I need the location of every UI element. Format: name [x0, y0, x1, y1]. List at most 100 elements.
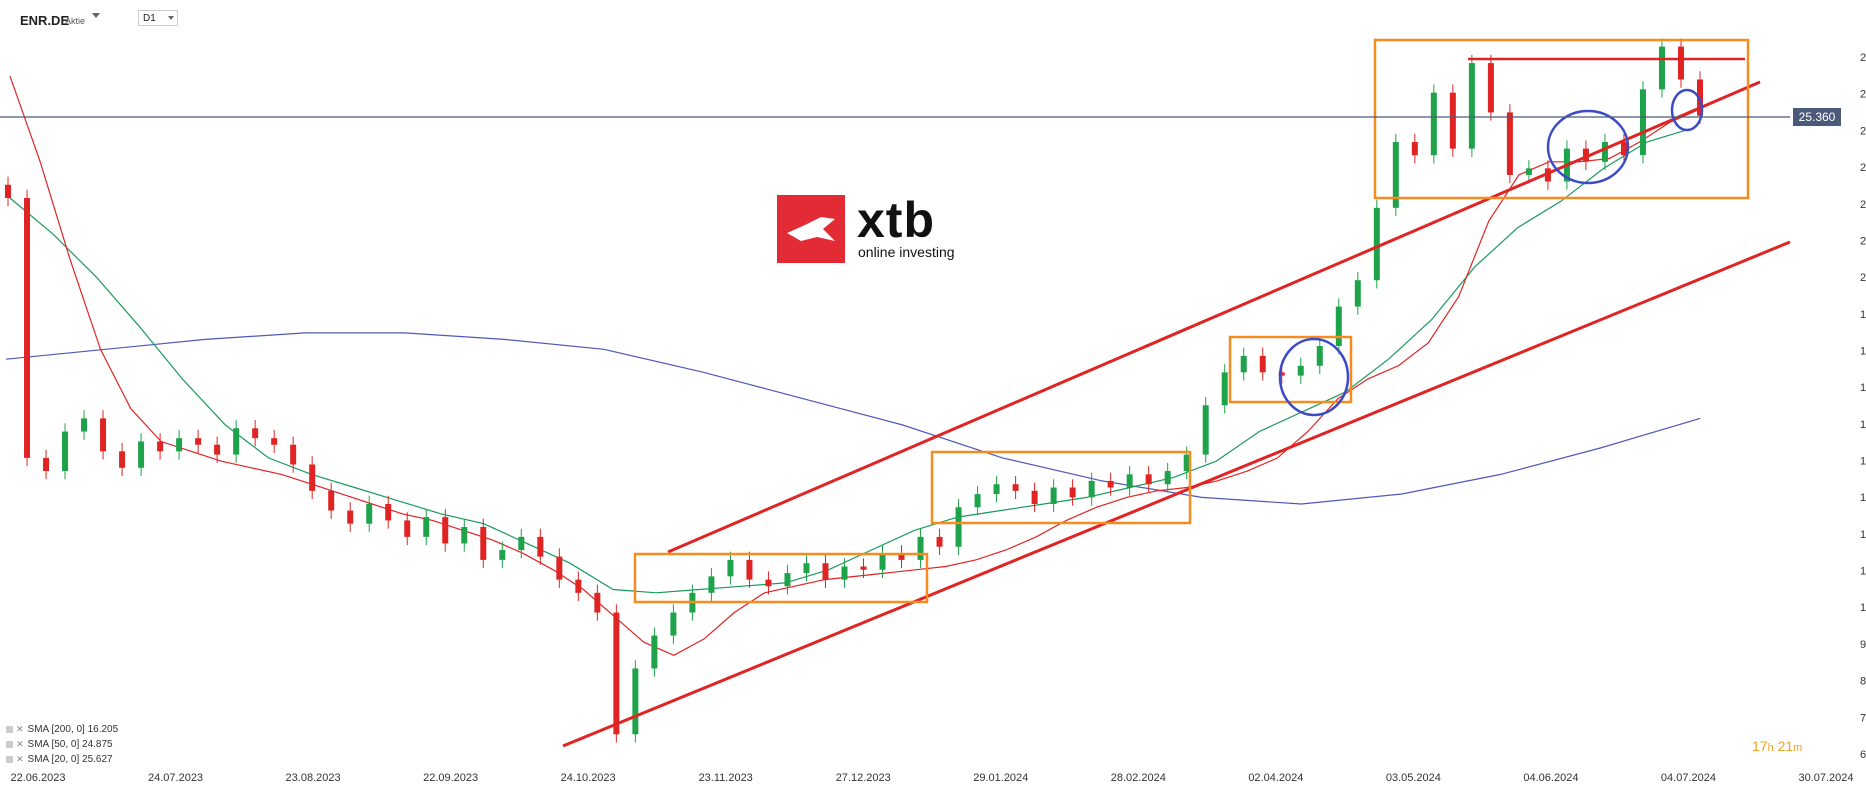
candle-body	[347, 510, 354, 524]
candle	[1069, 479, 1076, 506]
candle	[1316, 337, 1323, 374]
timeframe-select[interactable]: D1	[138, 10, 178, 26]
candle	[1107, 472, 1114, 496]
candle	[138, 433, 145, 476]
candle-body	[1012, 484, 1019, 491]
sma20-line	[9, 76, 1701, 656]
candle	[1639, 81, 1646, 164]
logo-subtitle: online investing	[858, 244, 955, 260]
candle	[309, 456, 316, 500]
candle-body	[1145, 474, 1152, 485]
candle	[1677, 38, 1684, 88]
y-tick-label: 10.461	[1860, 602, 1866, 614]
candle-body	[1354, 280, 1361, 307]
price-tag-label: 25.360	[1799, 110, 1836, 124]
candle-body	[632, 668, 639, 735]
candle	[233, 420, 240, 463]
candle	[1202, 397, 1209, 463]
candle-body	[252, 428, 259, 439]
candle	[1525, 160, 1532, 184]
x-tick-label: 24.07.2023	[148, 772, 203, 784]
candle	[1297, 357, 1304, 384]
legend-item[interactable]: ✕ SMA [20, 0] 25.627	[6, 752, 118, 767]
candle	[1088, 472, 1095, 506]
legend-item[interactable]: ✕ SMA [50, 0] 24.875	[6, 737, 118, 752]
close-icon[interactable]: ✕	[16, 724, 24, 734]
legend-label: SMA [20, 0]	[27, 754, 80, 765]
candle	[727, 551, 734, 585]
close-icon[interactable]: ✕	[16, 754, 24, 764]
candle	[556, 548, 563, 588]
candle	[841, 558, 848, 588]
candle-body	[62, 431, 69, 472]
x-tick-label: 03.05.2024	[1386, 772, 1441, 784]
candle-body	[1050, 487, 1057, 504]
chevron-down-icon	[168, 16, 174, 20]
candle	[1354, 271, 1361, 315]
candle-body	[1373, 207, 1380, 281]
countdown-minutes: 21	[1777, 738, 1794, 754]
candle-body	[1430, 92, 1437, 156]
candle	[1506, 104, 1513, 184]
candle	[176, 429, 183, 460]
candle-body	[1183, 454, 1190, 472]
candle	[1031, 482, 1038, 513]
x-tick-label: 28.02.2024	[1111, 772, 1166, 784]
y-tick-label: 20.495	[1860, 272, 1866, 284]
candle-body	[1601, 142, 1608, 162]
candle	[1430, 84, 1437, 164]
candle-body	[43, 457, 50, 472]
candle	[518, 528, 525, 559]
close-icon[interactable]: ✕	[16, 739, 24, 749]
candle-body	[176, 438, 183, 452]
candle	[157, 433, 164, 460]
legend-color-box	[6, 726, 13, 733]
candle-body	[1107, 480, 1114, 488]
xtb-logo: xtb online investing	[777, 192, 962, 263]
candle	[784, 564, 791, 595]
candle-body	[860, 566, 867, 570]
candle-body	[1335, 306, 1342, 347]
candle-body	[138, 441, 145, 468]
legend-item[interactable]: ✕ SMA [200, 0] 16.205	[6, 722, 118, 737]
chevron-down-icon[interactable]	[92, 13, 100, 18]
candle	[1620, 133, 1627, 164]
candle	[214, 436, 221, 463]
candle	[1126, 466, 1133, 496]
candle-body	[442, 517, 449, 544]
candle-body	[784, 573, 791, 587]
y-tick-label: 27.184	[1860, 52, 1866, 64]
y-tick-label: 16.035	[1860, 419, 1866, 431]
candle	[271, 429, 278, 453]
candle-body	[1582, 148, 1589, 162]
x-mark-icon	[787, 217, 835, 241]
highlight-circle	[1278, 337, 1350, 417]
candle-body	[461, 526, 468, 544]
x-tick-label: 23.08.2023	[286, 772, 341, 784]
x-tick-label: 27.12.2023	[836, 772, 891, 784]
x-tick-label: 22.09.2023	[423, 772, 478, 784]
legend-label: SMA [200, 0]	[27, 724, 85, 735]
candle-body	[1259, 355, 1266, 373]
candle-body	[309, 464, 316, 491]
y-tick-label: 8.231	[1860, 676, 1866, 688]
candle-body	[1392, 142, 1399, 208]
candle	[1449, 84, 1456, 157]
candle	[1240, 347, 1247, 381]
x-tick-label: 24.10.2023	[561, 772, 616, 784]
candle	[1012, 475, 1019, 500]
candle-body	[1069, 487, 1076, 498]
candle-body	[1164, 471, 1171, 485]
consolidation-box	[1373, 38, 1750, 200]
candle-body	[499, 550, 506, 560]
candle-body	[822, 563, 829, 580]
y-tick-label: 17.150	[1860, 382, 1866, 394]
candle-body	[898, 553, 905, 560]
y-tick-label: 18.265	[1860, 345, 1866, 357]
candle-body	[746, 559, 753, 580]
legend-value: 16.205	[87, 724, 119, 735]
logo-wordmark: xtb	[857, 192, 935, 248]
candle-body	[955, 507, 962, 547]
